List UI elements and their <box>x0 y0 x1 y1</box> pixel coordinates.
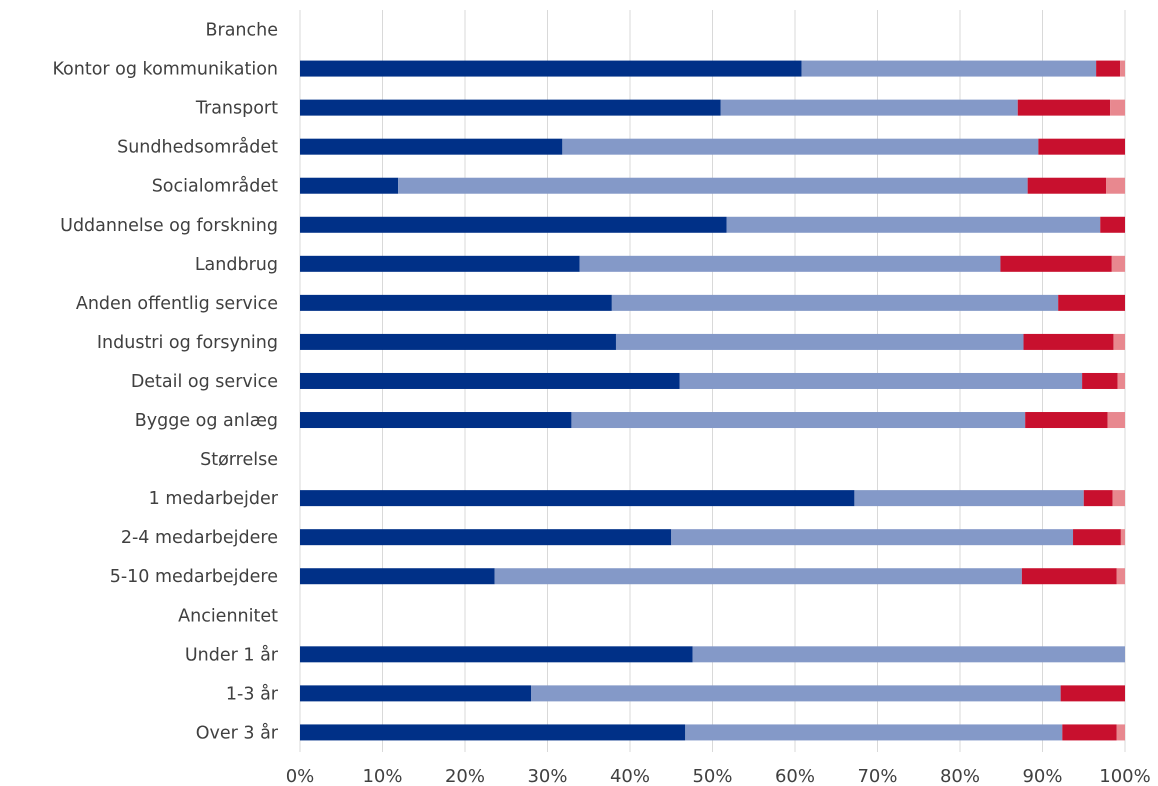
x-tick-label: 80% <box>940 766 980 786</box>
category-label: Landbrug <box>195 255 278 275</box>
bar-segment-3 <box>1038 138 1125 155</box>
category-label: Transport <box>195 99 278 119</box>
bar-segment-2 <box>579 255 1001 272</box>
category-label: Størrelse <box>200 450 278 470</box>
bar-segment-3 <box>1062 724 1117 741</box>
bar-segment-4 <box>1107 412 1125 429</box>
bar-segment-1 <box>300 255 580 272</box>
category-label: Kontor og kommunikation <box>52 60 278 80</box>
bar-segment-1 <box>300 60 802 77</box>
bar-segment-4 <box>1116 724 1125 741</box>
category-label: Industri og forsyning <box>97 333 278 353</box>
category-label: Under 1 år <box>185 644 279 665</box>
x-tick-label: 70% <box>857 766 897 786</box>
bar-segment-2 <box>571 412 1026 429</box>
bar-segment-2 <box>801 60 1097 77</box>
bar-segment-4 <box>1110 99 1125 116</box>
x-tick-label: 10% <box>362 766 402 786</box>
x-axis-tick-labels: 0% 10% 20% 30% 40% 50% 60% 70% 80% 90% 100% <box>286 766 1151 786</box>
bar-segment-2 <box>398 177 1028 194</box>
bar-segment-1 <box>300 99 721 116</box>
bar-segment-4 <box>1117 372 1125 389</box>
category-label: Anciennitet <box>178 606 278 626</box>
bar-segment-2 <box>685 724 1063 741</box>
bar-segment-3 <box>1073 529 1121 546</box>
bar-segment-2 <box>671 529 1074 546</box>
bar-segment-3 <box>1060 685 1125 702</box>
bar-segment-3 <box>1021 568 1117 585</box>
bar-segment-1 <box>300 724 686 741</box>
bar-segment-2 <box>615 333 1024 350</box>
bar-segment-1 <box>300 216 727 233</box>
category-label: 1-3 år <box>226 683 279 704</box>
category-label: 5-10 medarbejdere <box>110 567 278 587</box>
bar-segment-2 <box>562 138 1039 155</box>
bar-segment-2 <box>611 294 1059 311</box>
bar-segment-3 <box>1017 99 1111 116</box>
bar-segment-3 <box>1100 216 1125 233</box>
bar-segment-1 <box>300 294 612 311</box>
bar-segment-1 <box>300 333 616 350</box>
bar-segment-1 <box>300 412 572 429</box>
bar-segment-1 <box>300 685 531 702</box>
bar-segment-2 <box>692 646 1125 663</box>
x-tick-label: 100% <box>1099 766 1150 786</box>
category-label: 2-4 medarbejdere <box>121 528 278 548</box>
category-label: Uddannelse og forskning <box>60 216 278 236</box>
category-label: Branche <box>206 21 279 41</box>
bar-segment-3 <box>1096 60 1121 77</box>
bar-segment-3 <box>1058 294 1125 311</box>
bar-segment-3 <box>1023 333 1114 350</box>
x-tick-label: 40% <box>610 766 650 786</box>
bar-segment-2 <box>720 99 1018 116</box>
bar-segment-3 <box>1082 372 1118 389</box>
category-labels: Branche Kontor og kommunikation Transport S… <box>52 21 278 744</box>
category-label: Over 3 år <box>196 722 279 743</box>
bar-segment-2 <box>726 216 1101 233</box>
bar-segment-2 <box>494 568 1022 585</box>
x-tick-label: 90% <box>1022 766 1062 786</box>
bar-segment-1 <box>300 138 563 155</box>
bar-segment-4 <box>1106 177 1125 194</box>
x-tick-label: 0% <box>286 766 315 786</box>
bar-segment-4 <box>1113 333 1125 350</box>
category-label: Sundhedsområdet <box>117 137 278 158</box>
bar-segment-4 <box>1112 490 1125 507</box>
category-label: Detail og service <box>131 372 278 392</box>
x-tick-label: 20% <box>445 766 485 786</box>
bar-segment-4 <box>1116 568 1125 585</box>
bar-segment-4 <box>1120 60 1125 77</box>
x-tick-label: 60% <box>775 766 815 786</box>
bar-segment-1 <box>300 529 672 546</box>
category-label: Socialområdet <box>152 176 278 197</box>
bar-segment-4 <box>1120 529 1125 546</box>
x-tick-label: 50% <box>692 766 732 786</box>
x-tick-label: 30% <box>527 766 567 786</box>
bar-segment-1 <box>300 568 495 585</box>
bar-segment-1 <box>300 490 855 507</box>
bar-segment-1 <box>300 177 399 194</box>
bar-segment-3 <box>1000 255 1112 272</box>
bar-segment-2 <box>679 372 1083 389</box>
category-label: 1 medarbejder <box>149 489 279 509</box>
bar-segment-3 <box>1083 490 1113 507</box>
bar-segment-1 <box>300 372 680 389</box>
bar-segment-1 <box>300 646 693 663</box>
bar-segment-3 <box>1027 177 1107 194</box>
category-label: Anden offentlig service <box>76 294 278 314</box>
bar-segment-2 <box>531 685 1061 702</box>
bar-segment-3 <box>1025 412 1108 429</box>
bar-segment-2 <box>854 490 1084 507</box>
bar-segment-4 <box>1111 255 1125 272</box>
category-label: Bygge og anlæg <box>135 411 278 431</box>
bars <box>300 60 1125 741</box>
